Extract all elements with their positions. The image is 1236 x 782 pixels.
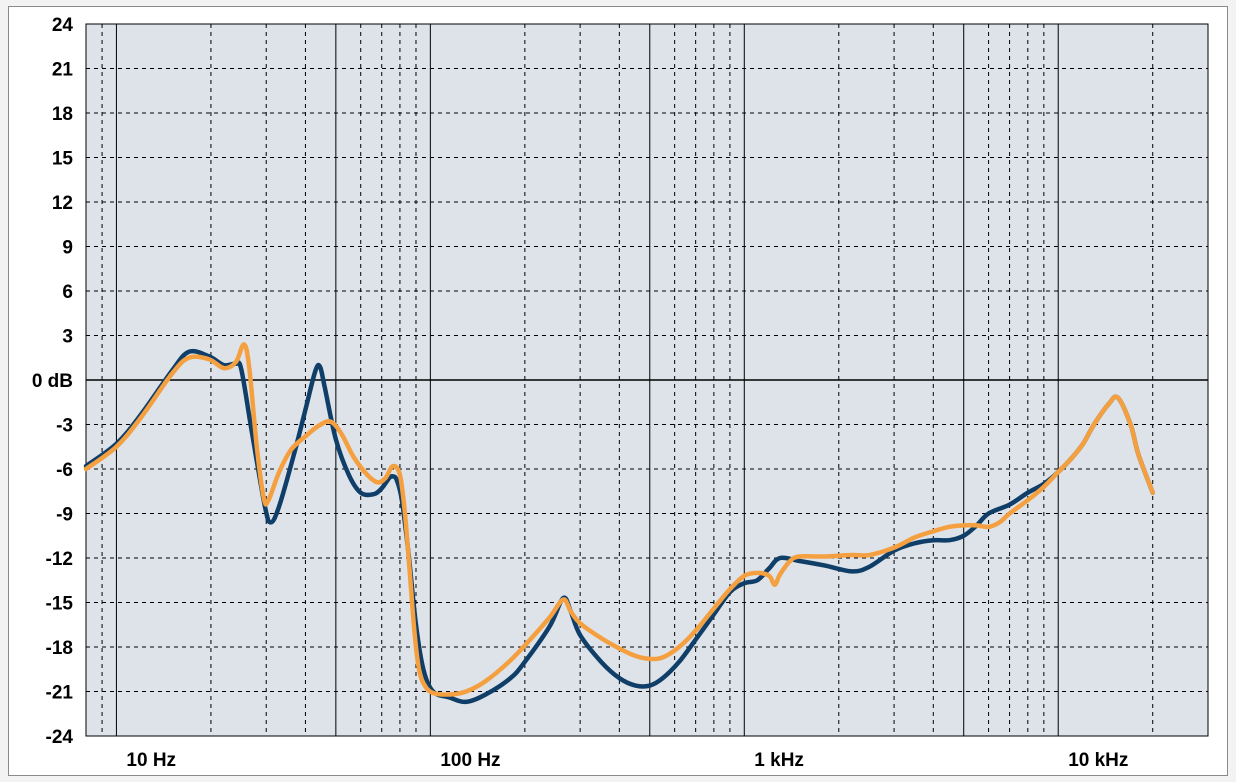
x-axis-ticks: 10 Hz 100 Hz 1 kHz 10 kHz (126, 750, 1128, 771)
y-tick-label: -21 (46, 683, 74, 704)
y-tick-label: 6 (62, 282, 73, 303)
x-tick-label: 1 kHz (754, 750, 804, 771)
series-group (83, 342, 1155, 705)
y-tick-label: 0 dB (32, 371, 73, 392)
y-tick-label: 24 (52, 15, 74, 36)
y-tick-label: 21 (52, 60, 74, 81)
y-tick-label: 18 (52, 104, 73, 125)
y-tick-label: -18 (46, 638, 73, 659)
chart-frame: 24 21 18 15 12 9 6 3 0 dB -3 -6 -9 -12 -15 -18 -21 -24 1… (8, 6, 1228, 776)
y-tick-label: -24 (46, 727, 74, 748)
x-tick-label: 10 Hz (126, 750, 176, 771)
y-tick-label: -9 (56, 505, 73, 526)
series-line-2 (83, 342, 1155, 697)
y-tick-label: 15 (52, 149, 74, 170)
y-tick-label: -6 (56, 460, 73, 481)
y-tick-label: -15 (46, 594, 74, 615)
y-tick-label: -12 (46, 549, 73, 570)
y-axis-ticks: 24 21 18 15 12 9 6 3 0 dB -3 -6 -9 -12 -15 -18 -21 -24 (32, 15, 74, 748)
y-tick-label: 12 (52, 193, 73, 214)
y-tick-label: 3 (62, 327, 73, 348)
frequency-response-chart: 24 21 18 15 12 9 6 3 0 dB -3 -6 -9 -12 -15 -18 -21 -24 1… (32, 15, 1209, 771)
x-tick-label: 100 Hz (440, 750, 500, 771)
y-tick-label: -3 (56, 416, 73, 437)
y-tick-label: 9 (62, 238, 73, 259)
x-tick-label: 10 kHz (1068, 750, 1128, 771)
